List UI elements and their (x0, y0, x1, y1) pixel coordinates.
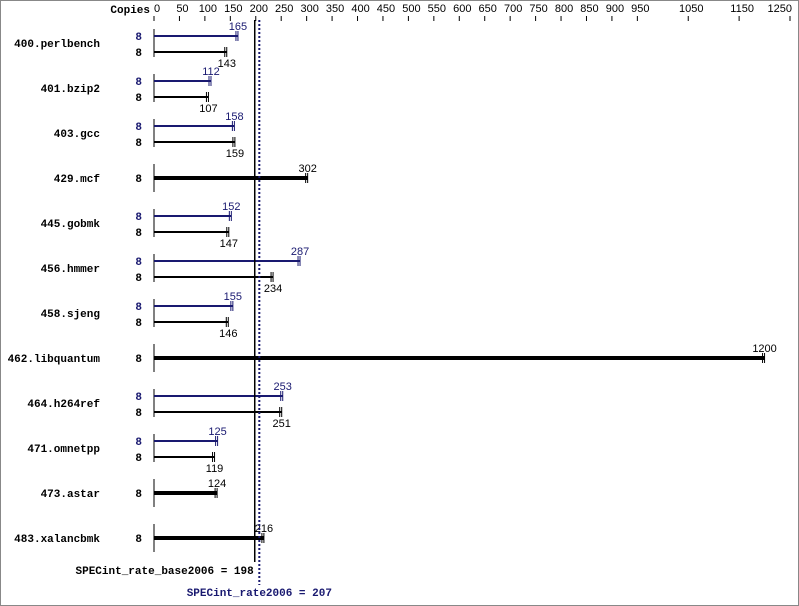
category-label: 429.mcf (54, 174, 101, 186)
copies-label: 8 (135, 212, 142, 224)
x-tick-label: 250 (275, 3, 293, 15)
value-label: 112 (202, 66, 220, 78)
copies-header: Copies (110, 5, 150, 17)
value-label: 234 (264, 283, 282, 295)
reference-label: SPECint_rate_base2006 = 198 (76, 566, 255, 578)
category-label: 403.gcc (54, 129, 100, 141)
value-label: 146 (219, 328, 237, 340)
category-label: 458.sjeng (41, 309, 100, 321)
category-label: 471.omnetpp (27, 444, 100, 456)
value-label: 287 (291, 246, 309, 258)
x-tick-label: 1150 (730, 3, 754, 15)
copies-label: 8 (135, 32, 142, 44)
x-tick-label: 0 (154, 3, 160, 15)
copies-label: 8 (135, 174, 142, 186)
value-label: 159 (226, 148, 244, 160)
value-label: 302 (298, 163, 316, 175)
copies-label: 8 (135, 302, 142, 314)
x-tick-label: 800 (555, 3, 573, 15)
value-label: 253 (274, 381, 292, 393)
x-tick-label: 600 (453, 3, 471, 15)
copies-label: 8 (135, 257, 142, 269)
copies-label: 8 (135, 122, 142, 134)
copies-label: 8 (135, 273, 142, 285)
copies-label: 8 (135, 354, 142, 366)
category-label: 401.bzip2 (41, 84, 100, 96)
category-label: 462.libquantum (8, 354, 101, 366)
x-tick-label: 500 (402, 3, 420, 15)
x-tick-label: 450 (377, 3, 395, 15)
copies-label: 8 (135, 453, 142, 465)
copies-label: 8 (135, 489, 142, 501)
copies-label: 8 (135, 534, 142, 546)
value-label: 143 (218, 58, 236, 70)
x-tick-label: 300 (300, 3, 318, 15)
x-tick-label: 900 (606, 3, 624, 15)
value-label: 125 (208, 426, 226, 438)
x-tick-label: 350 (326, 3, 344, 15)
copies-label: 8 (135, 93, 142, 105)
category-label: 483.xalancbmk (14, 534, 100, 546)
value-label: 155 (224, 291, 242, 303)
value-label: 119 (206, 463, 224, 475)
category-label: 445.gobmk (41, 219, 101, 231)
x-tick-label: 850 (580, 3, 598, 15)
copies-label: 8 (135, 392, 142, 404)
copies-label: 8 (135, 48, 142, 60)
value-label: 107 (199, 103, 217, 115)
value-label: 147 (220, 238, 238, 250)
value-label: 152 (222, 201, 240, 213)
x-tick-label: 700 (504, 3, 522, 15)
category-label: 456.hmmer (41, 264, 100, 276)
x-tick-label: 1250 (768, 3, 792, 15)
category-label: 473.astar (41, 489, 100, 501)
x-tick-label: 200 (250, 3, 268, 15)
copies-label: 8 (135, 138, 142, 150)
x-tick-label: 100 (199, 3, 217, 15)
x-tick-label: 650 (479, 3, 497, 15)
value-label: 1200 (752, 343, 776, 355)
value-label: 165 (229, 21, 247, 33)
copies-label: 8 (135, 228, 142, 240)
copies-label: 8 (135, 318, 142, 330)
x-tick-label: 550 (428, 3, 446, 15)
category-label: 464.h264ref (27, 399, 100, 411)
x-tick-label: 1050 (679, 3, 703, 15)
x-tick-label: 400 (351, 3, 369, 15)
copies-label: 8 (135, 77, 142, 89)
value-label: 216 (255, 523, 273, 535)
x-tick-label: 950 (631, 3, 649, 15)
category-label: 400.perlbench (14, 39, 100, 51)
value-label: 158 (225, 111, 243, 123)
reference-label: SPECint_rate2006 = 207 (187, 588, 332, 600)
value-label: 251 (273, 418, 291, 430)
x-tick-label: 150 (224, 3, 242, 15)
value-label: 124 (208, 478, 226, 490)
copies-label: 8 (135, 408, 142, 420)
x-tick-label: 750 (529, 3, 547, 15)
x-tick-label: 50 (176, 3, 188, 15)
copies-label: 8 (135, 437, 142, 449)
